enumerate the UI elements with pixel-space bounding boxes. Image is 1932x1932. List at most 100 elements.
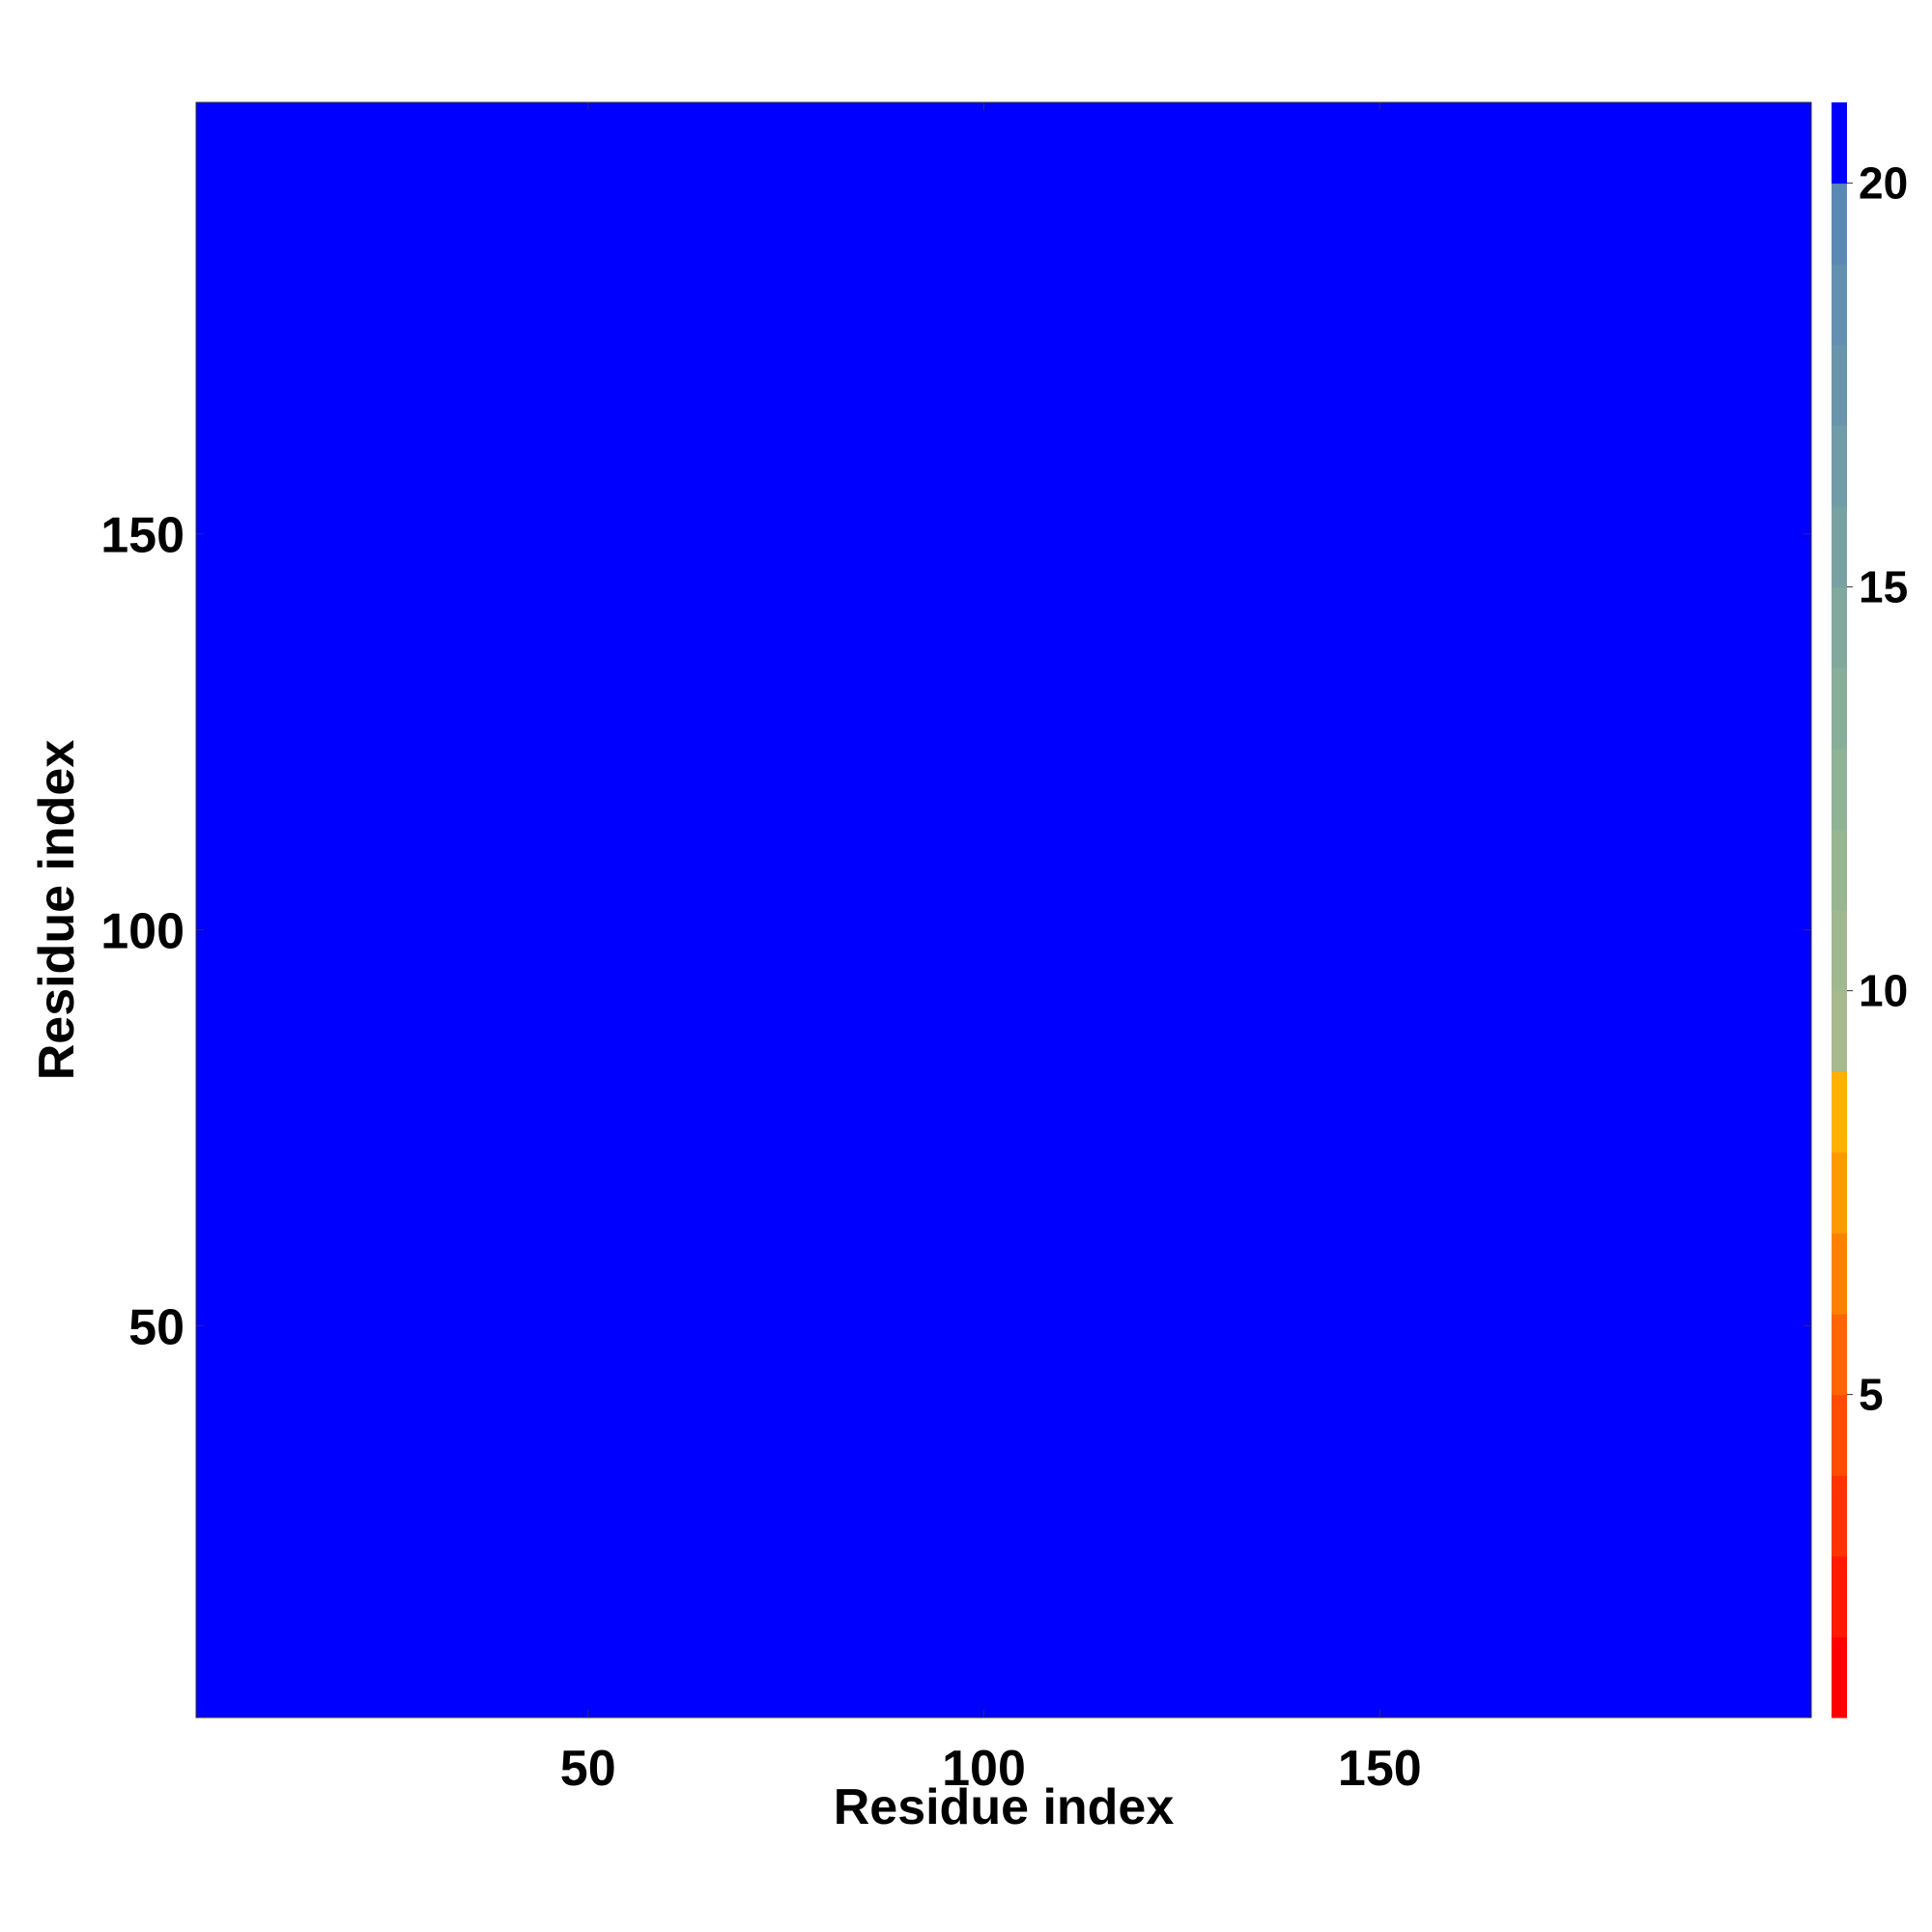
- x-tick-label: 150: [1338, 1741, 1422, 1797]
- heatmap-cell: [196, 292, 1811, 301]
- heatmap-cell: [196, 1463, 1811, 1473]
- heatmap-cell: [196, 1329, 1811, 1338]
- colorbar-band: [1832, 910, 1847, 992]
- heatmap-cell: [196, 584, 1811, 594]
- heatmap-cell: [196, 1527, 1811, 1536]
- heatmap-cell: [196, 427, 1811, 436]
- heatmap-cell: [196, 490, 1811, 499]
- heatmap-cell: [196, 1456, 1811, 1465]
- colorbar-band: [1832, 1555, 1847, 1637]
- heatmap-cell: [196, 949, 1811, 958]
- heatmap-cell: [196, 822, 1811, 832]
- heatmap-cell: [196, 609, 1811, 618]
- heatmap-cell: [196, 648, 1811, 658]
- heatmap-cell: [196, 1218, 1811, 1228]
- heatmap-cell: [196, 157, 1811, 166]
- heatmap-cell: [196, 506, 1811, 515]
- y-axis-label: Residue index: [29, 740, 85, 1081]
- colorbar: [1832, 102, 1847, 1719]
- heatmap-cell: [196, 1471, 1811, 1481]
- heatmap-cell: [196, 1662, 1811, 1671]
- heatmap-cell: [196, 1543, 1811, 1552]
- heatmap-cell: [196, 1123, 1811, 1132]
- colorbar-band: [1832, 1314, 1847, 1396]
- heatmap-plot-area: [196, 102, 1811, 1718]
- heatmap-cell: [196, 244, 1811, 254]
- heatmap-cell: [196, 442, 1811, 451]
- heatmap-cell: [196, 735, 1811, 745]
- heatmap-cell: [196, 1076, 1811, 1085]
- colorbar-band: [1832, 264, 1847, 346]
- heatmap-cell: [196, 1495, 1811, 1505]
- x-tick-label: 100: [942, 1741, 1026, 1797]
- heatmap-cell: [196, 537, 1811, 547]
- heatmap-cell: [196, 1242, 1811, 1251]
- heatmap-cell: [196, 720, 1811, 728]
- heatmap-cell: [196, 870, 1811, 879]
- heatmap-cell: [196, 1290, 1811, 1298]
- heatmap-cell: [196, 1186, 1811, 1196]
- heatmap-cell: [196, 593, 1811, 602]
- heatmap-cell: [196, 886, 1811, 895]
- heatmap-cell: [196, 791, 1811, 800]
- heatmap-cell: [196, 205, 1811, 214]
- heatmap-cell: [196, 1503, 1811, 1513]
- heatmap-cell: [196, 1488, 1811, 1496]
- colorbar-band: [1832, 1233, 1847, 1315]
- heatmap-cell: [196, 1480, 1811, 1489]
- heatmap-cell: [196, 1622, 1811, 1632]
- heatmap-cell: [196, 1669, 1811, 1679]
- heatmap-cell: [196, 141, 1811, 151]
- heatmap-cell: [196, 1139, 1811, 1149]
- heatmap-cell: [196, 1282, 1811, 1291]
- heatmap-cell: [196, 1377, 1811, 1386]
- colorbar-band: [1832, 1636, 1847, 1719]
- heatmap-cell: [196, 316, 1811, 325]
- colorbar-band: [1832, 668, 1847, 750]
- heatmap-cell: [196, 1606, 1811, 1615]
- heatmap-cell: [196, 1084, 1811, 1093]
- heatmap-cell: [196, 1131, 1811, 1140]
- heatmap-cell: [196, 664, 1811, 673]
- heatmap-cell: [196, 1686, 1811, 1694]
- heatmap-cell: [196, 339, 1811, 349]
- y-axis-ticks: 50 100 150: [100, 508, 1811, 1355]
- heatmap-cell: [196, 862, 1811, 871]
- colorbar-band: [1832, 1394, 1847, 1476]
- heatmap-cell: [196, 1678, 1811, 1687]
- heatmap-cell: [196, 467, 1811, 475]
- heatmap-cell: [196, 814, 1811, 824]
- colorbar-band: [1832, 748, 1847, 830]
- heatmap-cell: [196, 1361, 1811, 1370]
- heatmap-cell: [196, 894, 1811, 903]
- heatmap-cell: [196, 688, 1811, 697]
- heatmap-cell: [196, 1258, 1811, 1267]
- heatmap-cell: [196, 1116, 1811, 1124]
- heatmap-cell: [196, 1195, 1811, 1204]
- heatmap-cell: [196, 831, 1811, 839]
- heatmap-cell: [196, 1520, 1811, 1528]
- colorbar-band: [1832, 1071, 1847, 1153]
- heatmap-cell: [196, 403, 1811, 412]
- heatmap-cell: [196, 933, 1811, 943]
- heatmap-cell: [196, 1028, 1811, 1037]
- heatmap-cell: [196, 213, 1811, 222]
- heatmap-cell: [196, 545, 1811, 554]
- heatmap-cell: [196, 1305, 1811, 1315]
- heatmap-cell: [196, 276, 1811, 285]
- heatmap-cell: [196, 782, 1811, 792]
- heatmap-cell: [196, 514, 1811, 523]
- colorbar-band: [1832, 1475, 1847, 1557]
- heatmap-cell: [196, 387, 1811, 396]
- colorbar-tick-label: 20: [1859, 158, 1908, 209]
- heatmap-cell: [196, 418, 1811, 428]
- heatmap-cell: [196, 1582, 1811, 1592]
- heatmap-cell: [196, 1020, 1811, 1030]
- heatmap-cell: [196, 901, 1811, 911]
- heatmap-cell: [196, 497, 1811, 507]
- heatmap-cell: [196, 1630, 1811, 1639]
- heatmap-cell: [196, 807, 1811, 815]
- heatmap-cell: [196, 941, 1811, 951]
- colorbar-tick-label: 15: [1859, 562, 1908, 612]
